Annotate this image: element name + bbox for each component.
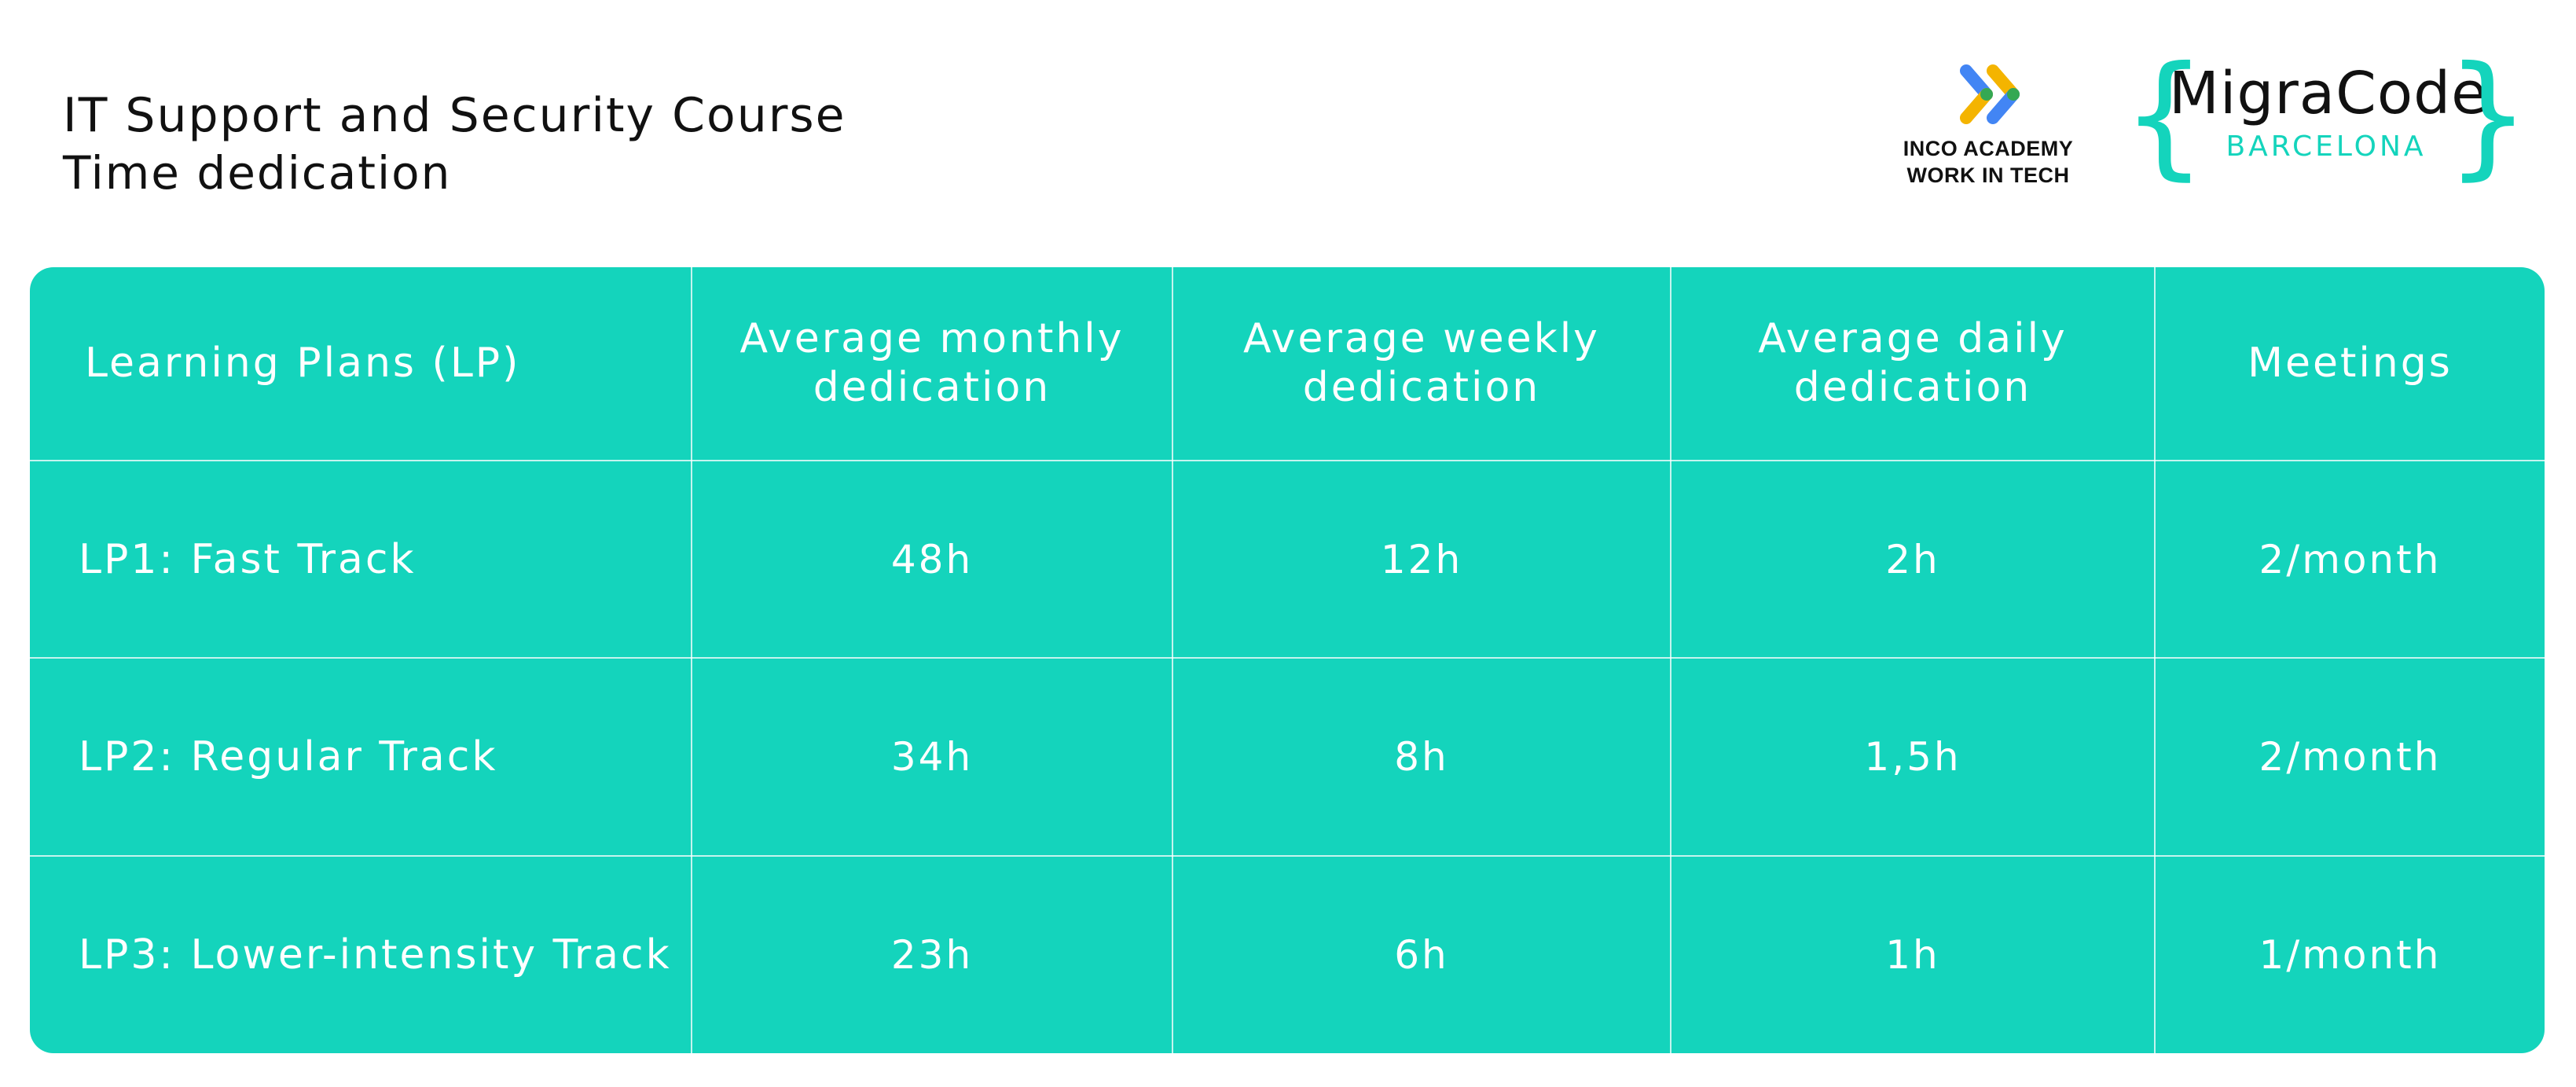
column-header-meetings: Meetings xyxy=(2154,267,2545,461)
column-header-weekly: Average weekly dedication xyxy=(1172,267,1671,461)
plan-name-cell: LP1: Fast Track xyxy=(30,459,692,659)
weekly-cell: 12h xyxy=(1172,459,1671,659)
table-row: LP3: Lower-intensity Track 23h 6h 1h 1/m… xyxy=(30,855,2545,1053)
plan-name-cell: LP2: Regular Track xyxy=(30,657,692,857)
inco-logo-line-1: INCO ACADEMY xyxy=(1903,137,2074,160)
page-title: IT Support and Security Course xyxy=(63,88,846,143)
daily-cell: 1,5h xyxy=(1670,657,2156,857)
monthly-cell: 34h xyxy=(691,657,1173,857)
migracode-logo-city: BARCELONA xyxy=(2226,130,2427,163)
daily-cell: 2h xyxy=(1670,459,2156,659)
dedication-table-card: Learning Plans (LP) Average monthly dedi… xyxy=(30,267,2545,1053)
meetings-cell: 2/month xyxy=(2154,657,2545,857)
dedication-table: Learning Plans (LP) Average monthly dedi… xyxy=(30,267,2545,1053)
column-header-monthly: Average monthly dedication xyxy=(691,267,1173,461)
page-subtitle: Time dedication xyxy=(63,146,452,200)
left-brace-icon: { xyxy=(2122,38,2207,193)
inco-academy-logo: INCO ACADEMY WORK IN TECH xyxy=(1894,57,2082,190)
meetings-cell: 1/month xyxy=(2154,855,2545,1053)
daily-cell: 1h xyxy=(1670,855,2156,1053)
column-header-learning-plans: Learning Plans (LP) xyxy=(30,267,692,461)
table-row: LP1: Fast Track 48h 12h 2h 2/month xyxy=(30,459,2545,659)
inco-chevrons-icon xyxy=(1960,64,2020,124)
migracode-logo: { MigraCode BARCELONA } xyxy=(2122,49,2530,182)
plan-name-cell: LP3: Lower-intensity Track xyxy=(30,855,692,1053)
table-header-row: Learning Plans (LP) Average monthly dedi… xyxy=(30,267,2545,461)
migracode-logo-name: MigraCode xyxy=(2169,60,2488,127)
weekly-cell: 8h xyxy=(1172,657,1671,857)
table-row: LP2: Regular Track 34h 8h 1,5h 2/month xyxy=(30,657,2545,857)
meetings-cell: 2/month xyxy=(2154,459,2545,659)
column-header-daily: Average daily dedication xyxy=(1670,267,2156,461)
inco-logo-line-2: WORK IN TECH xyxy=(1906,163,2070,187)
right-brace-icon: } xyxy=(2445,38,2530,193)
monthly-cell: 23h xyxy=(691,855,1173,1053)
weekly-cell: 6h xyxy=(1172,855,1671,1053)
monthly-cell: 48h xyxy=(691,459,1173,659)
